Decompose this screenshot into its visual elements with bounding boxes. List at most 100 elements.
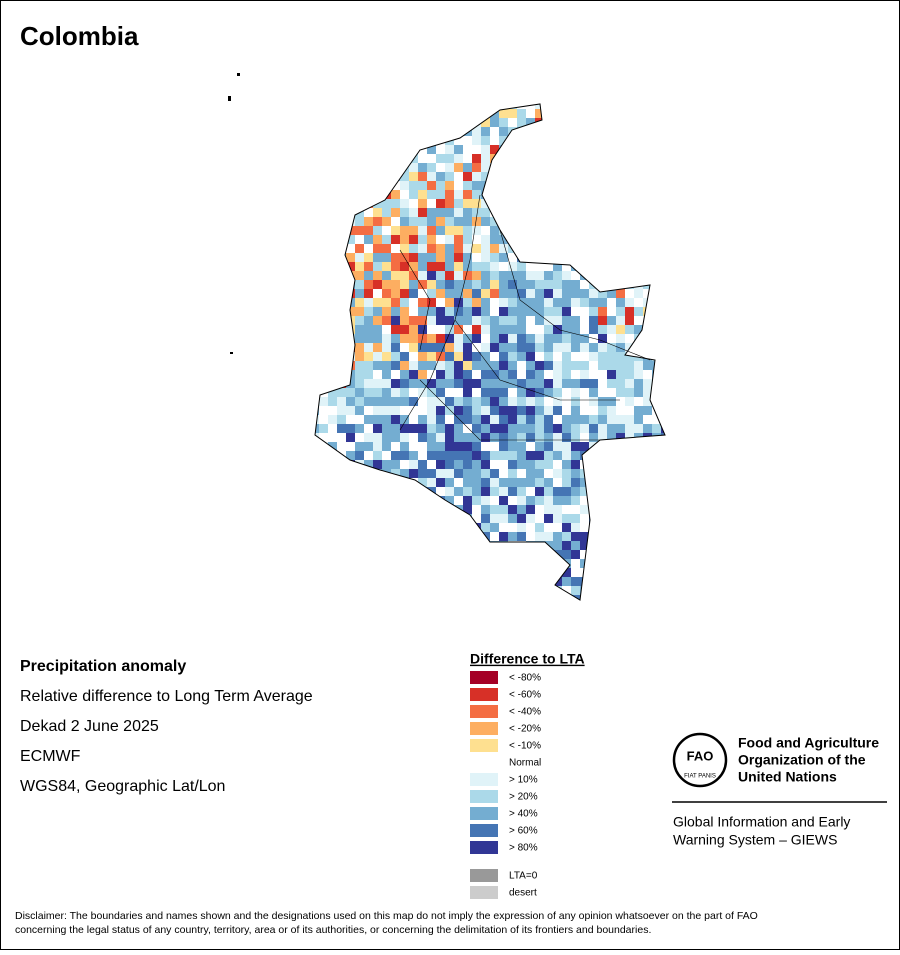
grid-cell <box>445 451 454 460</box>
grid-cell <box>544 424 553 433</box>
grid-cell <box>382 307 391 316</box>
grid-cell <box>508 361 517 370</box>
grid-cell <box>463 280 472 289</box>
grid-cell <box>436 325 445 334</box>
grid-cell <box>526 433 535 442</box>
grid-cell <box>580 388 589 397</box>
grid-cell <box>409 433 418 442</box>
grid-cell <box>409 379 418 388</box>
grid-cell <box>562 460 571 469</box>
grid-cell <box>436 397 445 406</box>
grid-cell <box>472 172 481 181</box>
grid-cell <box>382 442 391 451</box>
grid-cell <box>544 532 553 541</box>
grid-cell <box>445 487 454 496</box>
grid-cell <box>535 271 544 280</box>
grid-cell <box>373 460 382 469</box>
grid-cell <box>346 442 355 451</box>
grid-cell <box>328 442 337 451</box>
grid-cell <box>400 316 409 325</box>
grid-cell <box>508 343 517 352</box>
legend-swatch <box>470 790 498 803</box>
system-name: Global Information and Early <box>673 814 850 830</box>
grid-cell <box>562 541 571 550</box>
grid-cell <box>418 280 427 289</box>
grid-cell <box>508 451 517 460</box>
grid-cell <box>373 433 382 442</box>
grid-cell <box>535 523 544 532</box>
grid-cell <box>445 199 454 208</box>
grid-cell <box>499 370 508 379</box>
info-line: Dekad 2 June 2025 <box>20 718 159 735</box>
grid-cell <box>598 433 607 442</box>
grid-cell <box>436 145 445 154</box>
grid-cell <box>607 397 616 406</box>
grid-cell <box>400 469 409 478</box>
grid-cell <box>454 478 463 487</box>
grid-cell <box>472 442 481 451</box>
grid-cell <box>517 478 526 487</box>
grid-cell <box>535 361 544 370</box>
grid-cell <box>400 280 409 289</box>
grid-cell <box>499 460 508 469</box>
grid-cell <box>535 334 544 343</box>
grid-cell <box>544 514 553 523</box>
grid-cell <box>463 262 472 271</box>
grid-cell <box>517 415 526 424</box>
grid-cell <box>517 361 526 370</box>
grid-cell <box>571 577 580 586</box>
grid-cell <box>562 388 571 397</box>
grid-cell <box>616 397 625 406</box>
legend-label: > 80% <box>509 843 538 854</box>
grid-cell <box>553 433 562 442</box>
grid-cell <box>427 442 436 451</box>
grid-cell <box>508 253 517 262</box>
grid-cell <box>463 352 472 361</box>
grid-cell <box>517 514 526 523</box>
grid-cell <box>508 433 517 442</box>
grid-cell <box>499 388 508 397</box>
grid-cell <box>544 325 553 334</box>
grid-cell <box>643 379 652 388</box>
grid-cell <box>337 433 346 442</box>
grid-cell <box>463 289 472 298</box>
grid-cell <box>454 280 463 289</box>
grid-cell <box>607 316 616 325</box>
legend-swatch <box>470 688 498 701</box>
disclaimer: Disclaimer: The boundaries and names sho… <box>15 910 758 922</box>
grid-cell <box>589 433 598 442</box>
grid-cell <box>598 298 607 307</box>
grid-cell <box>355 334 364 343</box>
grid-cell <box>409 316 418 325</box>
grid-cell <box>400 442 409 451</box>
grid-cell <box>571 505 580 514</box>
grid-cell <box>418 244 427 253</box>
grid-cell <box>364 397 373 406</box>
grid-cell <box>526 505 535 514</box>
grid-cell <box>625 388 634 397</box>
grid-cell <box>400 325 409 334</box>
grid-cell <box>400 361 409 370</box>
grid-cell <box>544 379 553 388</box>
grid-cell <box>373 424 382 433</box>
grid-cell <box>364 388 373 397</box>
grid-cell <box>418 253 427 262</box>
grid-cell <box>562 505 571 514</box>
grid-cell <box>427 253 436 262</box>
grid-cell <box>409 370 418 379</box>
grid-cell <box>382 262 391 271</box>
grid-cell <box>382 361 391 370</box>
grid-cell <box>517 424 526 433</box>
grid-cell <box>319 433 328 442</box>
grid-cell <box>544 415 553 424</box>
grid-cell <box>508 469 517 478</box>
grid-cell <box>445 217 454 226</box>
grid-cell <box>544 370 553 379</box>
grid-cell <box>508 307 517 316</box>
grid-cell <box>652 424 661 433</box>
grid-cell <box>427 460 436 469</box>
grid-cell <box>337 415 346 424</box>
grid-cell <box>436 190 445 199</box>
grid-cell <box>409 280 418 289</box>
grid-cell <box>499 127 508 136</box>
